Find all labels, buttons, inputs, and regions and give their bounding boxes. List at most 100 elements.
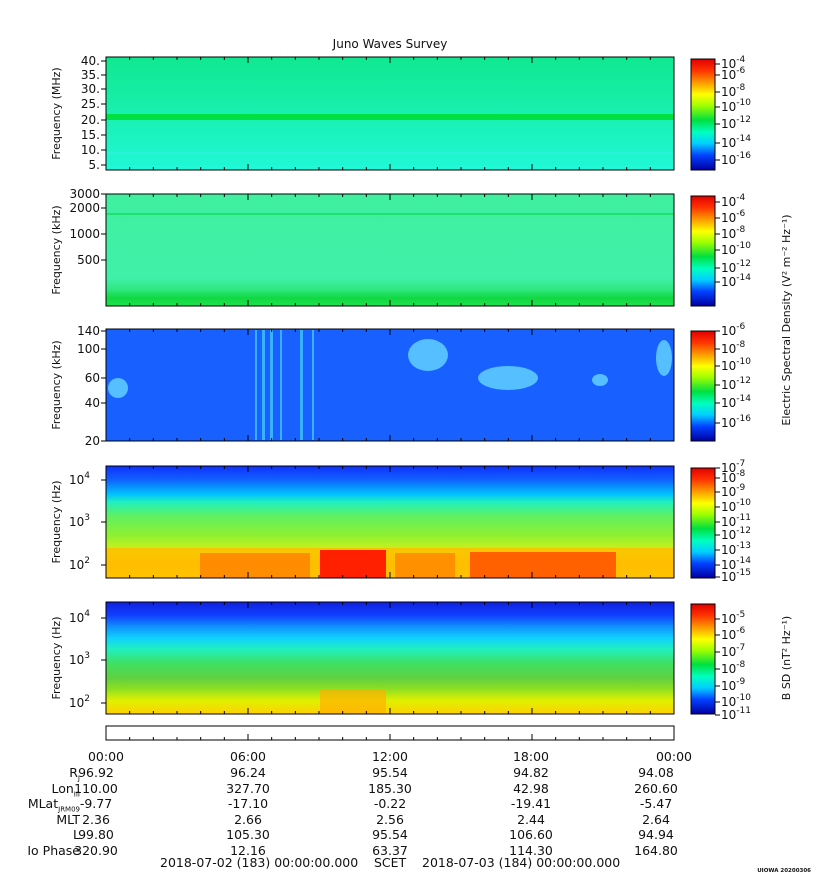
ephemeris-value: 42.98 (513, 780, 549, 796)
colorbar-tick-label: 10-12 (721, 115, 751, 131)
ephemeris-value: 94.82 (513, 765, 549, 780)
colorbar-tick-label: 10-16 (721, 414, 751, 430)
ephemeris-value: 164.80 (634, 842, 678, 858)
ephemeris-value: 2.56 (376, 811, 404, 827)
ephemeris-value: 106.60 (509, 827, 553, 842)
colorbar-tick-label: 10-14 (721, 394, 751, 410)
y-tick-label: 1000 (69, 227, 100, 241)
time-tick-label: 12:00 (371, 749, 409, 764)
footer-end-date: 2018-07-03 (184) 00:00:00.000 (422, 855, 621, 870)
ephemeris-value: 99.80 (78, 827, 114, 842)
emission-patch-1 (478, 366, 538, 390)
y-tick-label: 104 (69, 609, 90, 625)
ephemeris-row-label: MLT (56, 811, 80, 827)
y-tick-label: 5. (89, 158, 100, 172)
colorbar-tick-label: 10-12 (721, 376, 751, 392)
spectrogram-1 (106, 57, 674, 170)
colorbar-tick-label: 10-14 (721, 134, 751, 150)
y-tick-label: 30. (81, 82, 100, 96)
intense-emission-2 (470, 552, 616, 578)
spectrogram-2 (106, 194, 674, 306)
colorbar-tick-label: 10-11 (721, 706, 751, 722)
y-axis-label: Frequency (kHz) (50, 205, 63, 294)
y-axis-label: Frequency (Hz) (50, 481, 63, 564)
colorbar-3 (690, 330, 716, 442)
y-tick-label: 102 (69, 556, 90, 572)
colorbar-tick-label: 10-16 (721, 151, 751, 167)
ephemeris-value: 110.00 (74, 780, 118, 796)
ephemeris-value: 114.30 (509, 842, 553, 858)
ephemeris-value: -5.47 (639, 796, 673, 811)
colorbar-tick-label: 10-6 (721, 626, 746, 642)
colorbar-tick-label: 10-8 (721, 340, 746, 356)
y-tick-label: 20 (85, 434, 100, 448)
colorbar-tick-label: 10-8 (721, 83, 746, 99)
ephemeris-value: -0.22 (373, 796, 407, 811)
colorbar-4 (690, 467, 716, 579)
colorbar-tick-label: 10-10 (721, 498, 751, 514)
faint-line-panel1 (106, 152, 674, 154)
line-1700khz (106, 213, 674, 215)
ephemeris-value: 327.70 (226, 780, 270, 796)
burst-2 (270, 330, 273, 440)
ephemeris-value: 94.94 (638, 827, 674, 842)
emission-patch-0 (408, 339, 448, 371)
y-tick-label: 40. (81, 54, 100, 68)
ephemeris-value: 185.30 (368, 780, 412, 796)
colorbar-tick-label: 10-5 (721, 610, 745, 626)
ephemeris-row-label: RJ (69, 765, 80, 783)
y-axis-label: Frequency (MHz) (50, 67, 63, 159)
intense-emission-3 (200, 553, 310, 578)
colorbar-tick-label: 10-8 (721, 660, 746, 676)
spectrogram-5 (106, 602, 674, 714)
colorbar-tick-label: 10-10 (721, 357, 751, 373)
footer-start-date: 2018-07-02 (183) 00:00:00.000 (160, 855, 359, 870)
colorbar-2 (690, 195, 716, 307)
time-tick-label: 18:00 (512, 749, 550, 764)
ephemeris-value: 63.37 (372, 842, 408, 858)
colorbar-label-electric: Electric Spectral Density (V² m⁻² Hz⁻¹) (780, 214, 793, 425)
burst-1 (262, 330, 265, 440)
ephemeris-row-label: Io Phase (27, 842, 80, 858)
colorbar-label-magnetic: B SD (nT² Hz⁻¹) (780, 616, 793, 700)
y-tick-label: 103 (69, 651, 90, 667)
colorbar-tick-label: 10-6 (721, 209, 746, 225)
ephemeris-row-label: LonIII (51, 780, 80, 798)
colorbar-tick-label: 10-12 (721, 526, 751, 542)
band-21mhz (106, 114, 674, 120)
colorbar-tick-label: 10-9 (721, 483, 746, 499)
ephemeris-value: 2.44 (517, 811, 545, 827)
colorbar-tick-label: 10-6 (721, 66, 746, 82)
chart-title: Juno Waves Survey (332, 37, 448, 51)
ephemeris-value: 260.60 (634, 780, 678, 796)
time-tick-label: 00:00 (655, 749, 693, 764)
colorbar-5 (690, 603, 716, 715)
burst-5 (312, 330, 314, 440)
colorbar-tick-label: 10-13 (721, 541, 751, 557)
time-tick-label: 06:00 (229, 749, 267, 764)
ephemeris-row-label: L (73, 827, 80, 842)
y-tick-label: 40 (85, 396, 100, 410)
ephemeris-value: 94.08 (638, 765, 674, 780)
colorbar-tick-label: 10-4 (721, 193, 746, 209)
ephemeris-row-label: MLatJRM09 (27, 796, 80, 814)
footer-scet-label: SCET (374, 855, 407, 870)
burst-3 (280, 330, 282, 440)
colorbar-1 (690, 58, 716, 171)
colorbar-tick-label: 10-8 (721, 225, 746, 241)
ephemeris-value: 95.54 (372, 827, 408, 842)
y-tick-label: 2000 (69, 201, 100, 215)
intense-emission-1 (320, 550, 386, 578)
y-tick-label: 60 (85, 371, 100, 385)
version-stamp: UIOWA 20200306 (757, 868, 811, 874)
ephemeris-value: -9.77 (79, 796, 113, 811)
colorbar-tick-label: 10-15 (721, 568, 751, 584)
y-tick-label: 500 (77, 253, 100, 267)
y-tick-label: 10. (81, 143, 100, 157)
colorbar-tick-label: 10-6 (721, 322, 746, 338)
y-tick-label: 140 (77, 324, 100, 338)
emission-patch-4 (656, 340, 672, 376)
colorbar-tick-label: 10-10 (721, 98, 751, 114)
ephemeris-value: 12.16 (230, 842, 266, 858)
